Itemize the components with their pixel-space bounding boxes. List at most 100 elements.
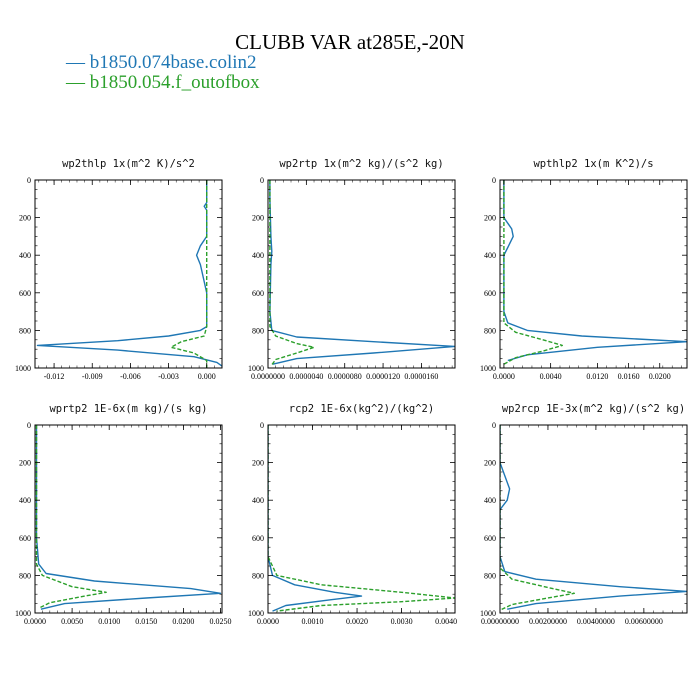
- series-line-2: [170, 180, 208, 368]
- x-tick-label: 0.0040: [435, 617, 457, 626]
- y-tick-label: 600: [19, 289, 31, 298]
- y-tick-label: 600: [252, 289, 264, 298]
- x-tick-label: -0.006: [120, 372, 141, 381]
- x-tick-label: 0.0120: [586, 372, 608, 381]
- y-tick-label: 1000: [480, 609, 496, 618]
- panel-6: wp2rcp 1E-3x(m^2 kg)/(s^2 kg) 0 200 400 600 8…: [480, 403, 688, 626]
- y-tick-label: 800: [484, 326, 496, 335]
- x-tick-label: 0.0000: [24, 617, 46, 626]
- panel-4: wprtp2 1E-6x(m kg)/(s kg) 0 200 400 600 800 10…: [15, 403, 232, 626]
- y-tick-label: 800: [252, 571, 264, 580]
- x-tick-label: 0.0020: [346, 617, 368, 626]
- x-tick-label: 0.00000000: [481, 617, 519, 626]
- figure-title: CLUBB VAR at285E,-20N: [235, 30, 465, 54]
- y-tick-label: 0: [492, 421, 496, 430]
- x-tick-label: 0.0000: [257, 617, 279, 626]
- y-tick-label: 0: [27, 421, 31, 430]
- panel-title: wprtp2 1E-6x(m kg)/(s kg): [49, 403, 207, 415]
- x-tick-label: 0.0000: [493, 372, 515, 381]
- x-tick-label: 0.00600000: [625, 617, 663, 626]
- x-tick-label: 0.0040: [540, 372, 562, 381]
- y-tick-label: 400: [484, 251, 496, 260]
- legend-label-1: b1850.074base.colin2: [89, 52, 257, 73]
- x-tick-label: 0.000: [198, 372, 216, 381]
- y-tick-label: 200: [484, 214, 496, 223]
- x-tick-label: 0.0030: [391, 617, 413, 626]
- panel-2: wp2rtp 1x(m^2 kg)/(s^2 kg) 0 200 400 600 800 1…: [248, 158, 456, 381]
- panel-title: rcp2 1E-6x(kg^2)/(kg^2): [289, 403, 434, 415]
- x-tick-label: 0.0050: [61, 617, 83, 626]
- x-tick-label: 0.0000000: [251, 372, 285, 381]
- y-tick-label: 200: [484, 459, 496, 468]
- x-tick-label: 0.0250: [210, 617, 232, 626]
- panel-title: wp2rtp 1x(m^2 kg)/(s^2 kg): [279, 158, 443, 170]
- y-tick-label: 400: [19, 496, 31, 505]
- y-tick-label: 0: [492, 176, 496, 185]
- x-tick-label: -0.003: [158, 372, 179, 381]
- y-tick-label: 200: [19, 214, 31, 223]
- series-line-1: [36, 180, 222, 367]
- x-tick-label: 0.0200: [649, 372, 671, 381]
- legend-swatch-2: —: [66, 72, 90, 93]
- x-tick-label: 0.0010: [302, 617, 324, 626]
- x-tick-label: -0.012: [44, 372, 65, 381]
- panel-1: wp2thlp 1x(m^2 K)/s^2 0 200 400 600 800 1000 -0…: [15, 158, 223, 381]
- y-tick-label: 800: [252, 326, 264, 335]
- y-tick-label: 400: [19, 251, 31, 260]
- legend-entry-2: — b1850.054.f_outofbox: [66, 72, 260, 94]
- series-line-2: [268, 425, 455, 612]
- y-tick-label: 800: [19, 326, 31, 335]
- x-tick-label: 0.0000160: [404, 372, 438, 381]
- y-tick-label: 200: [252, 214, 264, 223]
- plot-frame: [267, 179, 456, 369]
- y-tick-label: 200: [19, 459, 31, 468]
- series-line-1: [500, 425, 687, 610]
- y-tick-label: 1000: [15, 364, 31, 373]
- y-tick-label: 600: [484, 534, 496, 543]
- series-line-2: [503, 180, 563, 365]
- x-tick-label: 0.0160: [618, 372, 640, 381]
- x-tick-label: 0.00400000: [577, 617, 615, 626]
- x-tick-label: 0.00200000: [529, 617, 567, 626]
- y-tick-label: 1000: [480, 364, 496, 373]
- series-line-1: [35, 425, 222, 610]
- y-tick-label: 1000: [15, 609, 31, 618]
- y-tick-label: 1000: [248, 609, 264, 618]
- legend-entry-1: — b1850.074base.colin2: [66, 52, 257, 74]
- y-tick-label: 400: [252, 496, 264, 505]
- y-tick-label: 600: [252, 534, 264, 543]
- legend-label-2: b1850.054.f_outofbox: [89, 72, 260, 93]
- x-tick-label: -0.009: [82, 372, 103, 381]
- y-tick-label: 200: [252, 459, 264, 468]
- y-tick-label: 0: [260, 421, 264, 430]
- y-tick-label: 400: [484, 496, 496, 505]
- panel-title: wp2rcp 1E-3x(m^2 kg)/(s^2 kg): [502, 403, 685, 415]
- panel-3: wpthlp2 1x(m K^2)/s020040060080010000.00…: [480, 158, 688, 381]
- series-line-1: [269, 180, 455, 365]
- legend-swatch-1: —: [66, 52, 90, 73]
- x-tick-label: 0.0000040: [289, 372, 323, 381]
- x-tick-label: 0.0100: [98, 617, 120, 626]
- y-tick-label: 0: [27, 176, 31, 185]
- y-tick-label: 600: [484, 289, 496, 298]
- y-tick-label: 800: [484, 571, 496, 580]
- x-tick-label: 0.0000080: [328, 372, 362, 381]
- x-tick-label: 0.0200: [172, 617, 194, 626]
- series-line-1: [503, 180, 687, 362]
- plot-frame: [34, 424, 223, 614]
- series-line-2: [35, 425, 107, 609]
- y-tick-label: 400: [252, 251, 264, 260]
- series-line-1: [268, 425, 363, 612]
- panel-title: wpthlp2 1x(m K^2)/s: [533, 158, 653, 170]
- y-tick-label: 0: [260, 176, 264, 185]
- y-tick-label: 1000: [248, 364, 264, 373]
- panel-title: wp2thlp 1x(m^2 K)/s^2: [62, 158, 195, 170]
- series-line-2: [500, 425, 575, 611]
- x-tick-label: 0.0150: [135, 617, 157, 626]
- y-tick-label: 600: [19, 534, 31, 543]
- panel-5: rcp2 1E-6x(kg^2)/(kg^2) 0 200 400 600 800 1000…: [248, 403, 457, 626]
- x-tick-label: 0.0000120: [366, 372, 400, 381]
- y-tick-label: 800: [19, 571, 31, 580]
- series-line-2: [269, 180, 315, 367]
